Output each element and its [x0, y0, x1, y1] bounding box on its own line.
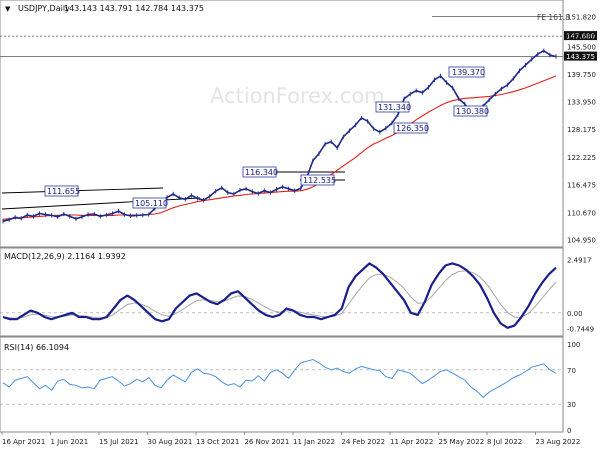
- rsi-tick-label: 70: [567, 367, 576, 375]
- annotation-box: [375, 101, 410, 113]
- macd-panel: MACD(12,26,9) 2.1164 1.9392 2.4917 0.00 -0…: [0, 247, 594, 337]
- annotation-box: [453, 105, 488, 117]
- annotation-box: [300, 174, 335, 186]
- price-level-tag-text: 143.375: [566, 53, 595, 61]
- price-tick-label: 151.820: [567, 13, 596, 21]
- price-tick-label: 133.950: [567, 98, 596, 106]
- price-tick-label: 110.670: [567, 209, 596, 217]
- x-tick-label: 11 Jan 2022: [293, 438, 335, 446]
- annotation-105110: 105.110: [132, 197, 168, 209]
- price-tick-label: 147.680: [567, 33, 596, 41]
- annotation-111655: 111.655: [44, 185, 80, 197]
- x-tick-label: 23 Aug 2022: [536, 438, 581, 446]
- annotation-label: 116.340: [245, 168, 278, 177]
- rsi-axis: 100 70 30 0: [567, 341, 580, 435]
- macd-line: [2, 262, 557, 329]
- price-axis: 151.820 147.680 145.500 139.750 133.950 128.1…: [567, 13, 596, 244]
- price-panel-header: USDJPY,Daily: [18, 4, 70, 13]
- annotation-box: [44, 185, 79, 197]
- annotation-box: [132, 197, 167, 209]
- macd-title: MACD(12,26,9) 2.1164 1.9392: [4, 252, 126, 261]
- macd-signal-line: [2, 270, 557, 319]
- annotation-112535: 112.535: [300, 174, 336, 186]
- price-line: [2, 49, 557, 222]
- annotation-126350: 126.350: [393, 122, 429, 134]
- macd-tick-label: 2.4917: [567, 256, 592, 264]
- x-tick-label: 16 Apr 2021: [2, 438, 45, 446]
- price-series-group: [2, 48, 557, 224]
- annotation-label: 131.340: [378, 103, 411, 112]
- macd-series-group: [2, 262, 557, 329]
- price-panel-frame: [0, 0, 564, 248]
- x-tick-label: 13 Oct 2021: [196, 438, 239, 446]
- rsi-panel: RSI(14) 66.1094 100 70 30 0: [0, 336, 580, 435]
- annotation-box: [448, 66, 485, 78]
- ohlc-values: 143.143 143.791 142.784 143.375: [64, 4, 204, 13]
- fe-level-label: FE 161.8: [537, 13, 570, 22]
- rsi-tick-label: 100: [567, 341, 580, 349]
- annotation-label: 139.370: [452, 68, 485, 77]
- macd-tick-label: -0.7449: [567, 326, 594, 334]
- x-tick-label: 8 Jul 2022: [487, 438, 522, 446]
- macd-axis: 2.4917 0.00 -0.7449: [567, 256, 594, 333]
- price-panel: USDJPY,Daily 143.143 143.791 142.784 143…: [0, 0, 597, 248]
- annotation-box: [393, 122, 428, 134]
- annotation-label: 105.110: [135, 199, 168, 208]
- price-tick-label: 104.950: [567, 237, 596, 245]
- triangle-lower-line: [1, 197, 201, 210]
- annotation-label: 126.350: [396, 124, 429, 133]
- x-tick-label: 11 Apr 2022: [390, 438, 433, 446]
- x-tick-label: 24 Feb 2022: [342, 438, 386, 446]
- rsi-gridlines: [0, 369, 563, 405]
- annotation-box: [242, 166, 277, 178]
- price-tick-label: 139.750: [567, 71, 596, 79]
- dropdown-triangle-icon[interactable]: ▼: [5, 5, 11, 13]
- price-level-lines: 147.680 143.375: [0, 15, 597, 61]
- price-tick-label: 122.225: [567, 154, 596, 162]
- annotation-130380: 130.380: [453, 105, 489, 117]
- annotation-label: 111.655: [47, 187, 80, 196]
- rsi-tick-label: 0: [567, 427, 571, 435]
- price-tick-label: 128.175: [567, 126, 596, 134]
- x-axis: 16 Apr 2021 1 Jun 2021 15 Jul 2021 30 Aug 2…: [1, 432, 581, 446]
- x-tick-label: 25 May 2022: [439, 438, 485, 446]
- annotation-116340: 116.340: [242, 166, 278, 178]
- triangle-upper-line: [1, 187, 164, 194]
- macd-tick-label: 0.00: [567, 310, 583, 318]
- price-level-tag: [564, 31, 597, 41]
- annotation-label: 130.380: [456, 107, 489, 116]
- rsi-tick-label: 30: [567, 401, 576, 409]
- x-tick-label: 15 Jul 2021: [99, 438, 139, 446]
- watermark: ActionForex.com: [210, 84, 385, 108]
- rsi-title: RSI(14) 66.1094: [4, 343, 69, 352]
- price-level-tag-text: 147.680: [566, 33, 595, 41]
- rsi-line: [2, 358, 557, 398]
- x-tick-label: 1 Jun 2021: [51, 438, 89, 446]
- rsi-series-group: [2, 358, 557, 398]
- x-tick-label: 30 Aug 2021: [148, 438, 193, 446]
- x-tick-label: 26 Nov 2021: [245, 438, 290, 446]
- price-level-tag: [564, 51, 597, 61]
- rsi-panel-frame: [0, 336, 564, 433]
- annotation-label: 112.535: [303, 176, 336, 185]
- annotation-139370: 139.370: [448, 66, 485, 78]
- annotation-131340: 131.340: [375, 101, 411, 113]
- ma-line: [2, 75, 557, 220]
- price-tick-label: 116.475: [567, 182, 596, 190]
- macd-panel-frame: [0, 247, 564, 337]
- price-tick-label: 145.500: [567, 44, 596, 52]
